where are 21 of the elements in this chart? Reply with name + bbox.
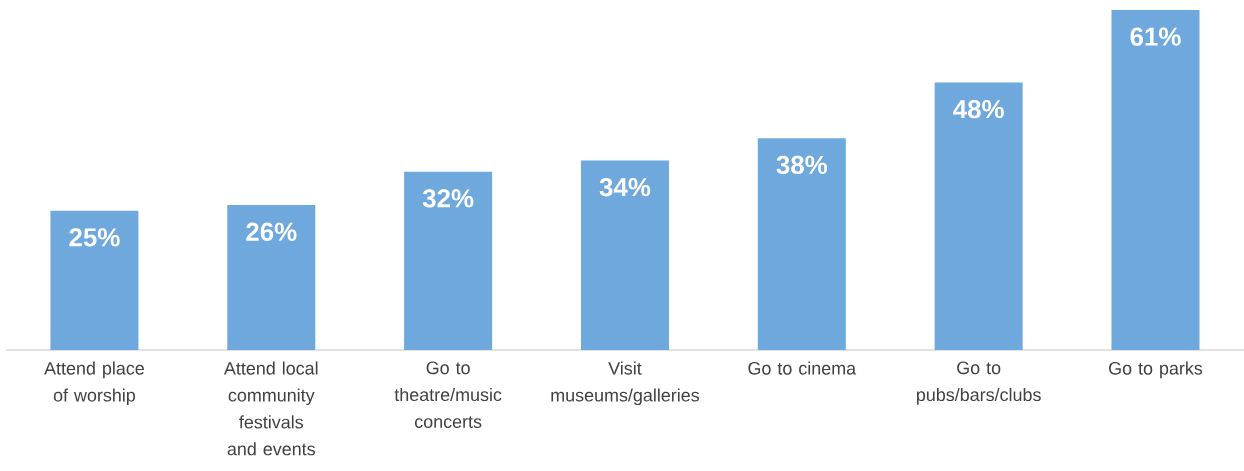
data-label: 61%: [1130, 27, 1181, 46]
data-label: 25%: [69, 228, 120, 247]
bar: [757, 138, 846, 350]
bar: [580, 160, 669, 350]
x-tick-label: Attend place of worship: [44, 361, 144, 406]
data-label: 32%: [422, 189, 474, 208]
data-label: 26%: [246, 222, 297, 241]
data-label: 34%: [599, 177, 651, 197]
data-label: 48%: [953, 99, 1004, 119]
data-label: 38%: [776, 155, 828, 175]
x-tick-label: Go to parks: [1109, 361, 1203, 379]
x-tick-label: Go to cinema: [748, 361, 857, 375]
x-tick-label: Go to pubs/bars/clubs: [917, 361, 1041, 405]
bar: [404, 171, 493, 350]
x-tick-label: Visit museums/galleries: [551, 361, 700, 406]
bar: [227, 205, 316, 350]
bar: [50, 210, 139, 350]
x-tick-label: Attend local community festivals and events: [223, 361, 318, 456]
bar: [1111, 9, 1200, 350]
bar: [934, 82, 1023, 350]
x-tick-label: Go to theatre/music concerts: [394, 361, 502, 428]
